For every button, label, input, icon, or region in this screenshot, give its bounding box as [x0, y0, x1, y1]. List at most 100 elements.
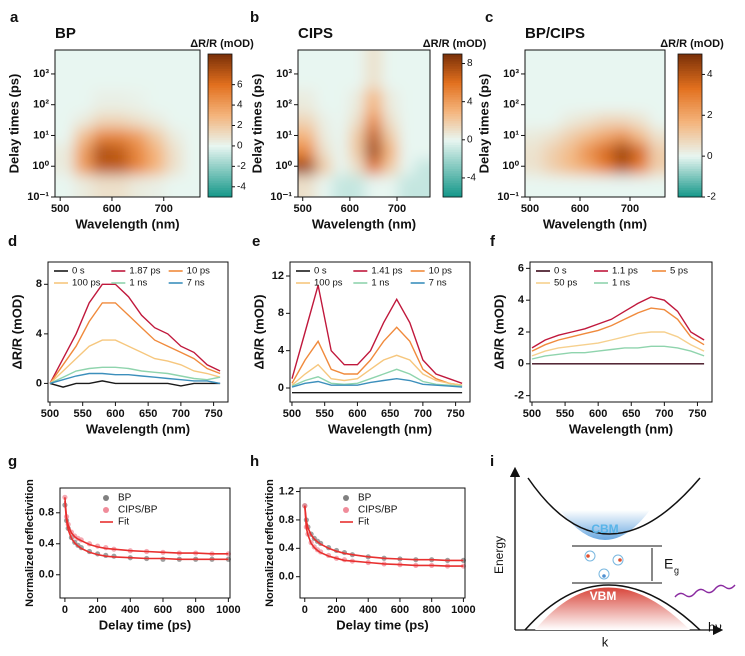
heatmap-cell: [398, 128, 416, 145]
colorbar-swatch: [443, 170, 462, 174]
colorbar-swatch: [208, 123, 232, 126]
legend-label: Fit: [118, 517, 129, 528]
panel-letter: h: [250, 453, 259, 470]
y-tick-label: 10⁻¹: [270, 191, 292, 203]
colorbar-tick-label: 0: [707, 151, 713, 162]
heatmap-cell: [348, 89, 366, 114]
heatmap-cell: [365, 89, 383, 114]
series-line: [49, 380, 221, 388]
heatmap-cell: [561, 50, 580, 90]
colorbar-swatch: [678, 192, 702, 196]
colorbar-swatch: [208, 142, 232, 145]
heatmap-cell: [298, 128, 317, 145]
y-tick-label: 0.0: [39, 569, 54, 581]
colorbar-swatch: [208, 132, 232, 136]
colorbar-swatch: [678, 130, 702, 134]
plot-frame: [47, 261, 229, 403]
colorbar-swatch: [443, 58, 462, 62]
panel-letter: f: [490, 233, 496, 250]
colorbar-swatch: [443, 94, 462, 98]
colorbar-swatch: [443, 182, 462, 186]
colorbar-swatch: [678, 118, 702, 122]
colorbar-swatch: [443, 166, 462, 169]
exciton: [598, 568, 610, 580]
colorbar-swatch: [208, 104, 232, 107]
heatmap-cell: [298, 158, 317, 175]
legend-label: 1 ns: [129, 278, 147, 289]
heatmap-cell: [525, 174, 545, 197]
colorbar-swatch: [208, 106, 232, 110]
series-line: [49, 283, 221, 384]
colorbar-swatch: [678, 163, 702, 167]
colorbar-swatch: [678, 101, 702, 105]
colorbar-label: ΔR/R (mOD): [190, 38, 254, 50]
colorbar-swatch: [443, 132, 462, 136]
y-tick-label: 12: [272, 270, 284, 282]
colorbar-swatch: [443, 89, 462, 93]
heatmap-cells: [298, 50, 430, 197]
heatmap-cell: [648, 174, 665, 197]
colorbar-swatch: [208, 151, 232, 155]
heatmap-cell: [561, 112, 580, 129]
colorbar-swatch: [443, 80, 462, 83]
chart-title: CIPS: [298, 25, 333, 42]
heatmap-cell: [332, 174, 350, 197]
colorbar-swatch: [208, 115, 232, 119]
y-tick-label: 4: [518, 294, 525, 306]
heatmap-cell: [365, 112, 383, 129]
colorbar-swatch: [678, 61, 702, 64]
legend-label: 5 ps: [670, 266, 688, 277]
heatmap-cell: [128, 112, 148, 129]
colorbar-swatch: [443, 139, 462, 143]
x-tick-label: 800: [423, 604, 441, 616]
colorbar-swatch: [678, 68, 702, 72]
photon: [674, 584, 736, 598]
x-tick-label: 700: [155, 203, 173, 215]
heatmap-cell: [55, 112, 75, 129]
x-tick-label: 750: [688, 408, 706, 420]
legend-label: 10 ps: [429, 266, 452, 277]
heatmap-cell: [414, 143, 430, 160]
y-tick-label: 10⁰: [32, 160, 49, 172]
colorbar-swatch: [443, 130, 462, 134]
colorbar-swatch: [208, 125, 232, 129]
heatmap-cell: [74, 174, 94, 197]
y-tick-label: 1.2: [279, 485, 294, 497]
x-axis-label: Wavelength (nm): [543, 216, 647, 231]
colorbar-swatch: [208, 127, 232, 131]
legend-label: 1.1 ps: [612, 266, 638, 277]
colorbar-swatch: [443, 70, 462, 74]
legend-label: 0 s: [554, 266, 567, 277]
x-tick-label: 750: [204, 408, 222, 420]
heatmap-cell: [613, 50, 632, 90]
colorbar-swatch: [678, 113, 702, 117]
heatmap-cell: [596, 89, 615, 114]
data-point: [62, 494, 68, 500]
series-line: [291, 285, 463, 384]
heatmap-cell: [315, 143, 333, 160]
colorbar-swatch: [208, 68, 232, 72]
legend-label: 50 ps: [554, 278, 577, 289]
y-tick-label: 2: [518, 326, 524, 338]
colorbar-swatch: [208, 180, 232, 184]
heatmap-cell: [525, 89, 545, 114]
heatmap-cell: [92, 143, 112, 160]
colorbar-swatch: [208, 73, 232, 76]
heatmap-cell: [365, 50, 383, 90]
y-tick-label: 10²: [276, 99, 292, 111]
y-axis-label: ΔR/R (mOD): [491, 294, 506, 369]
colorbar-swatch: [443, 118, 462, 122]
heatmap-cell: [613, 128, 632, 145]
colorbar-swatch: [208, 111, 232, 114]
colorbar-swatch: [678, 194, 702, 198]
legend-label: BP: [358, 493, 372, 504]
legend-label: 1 ns: [371, 278, 389, 289]
colorbar-swatch: [208, 96, 232, 100]
heatmap-cell: [648, 158, 665, 175]
heatmap-cell: [92, 174, 112, 197]
y-tick-label: 0.4: [39, 538, 55, 550]
heatmap-cell: [146, 158, 166, 175]
colorbar-swatch: [678, 73, 702, 76]
heatmap-cell: [332, 50, 350, 90]
colorbar-swatch: [443, 149, 462, 153]
